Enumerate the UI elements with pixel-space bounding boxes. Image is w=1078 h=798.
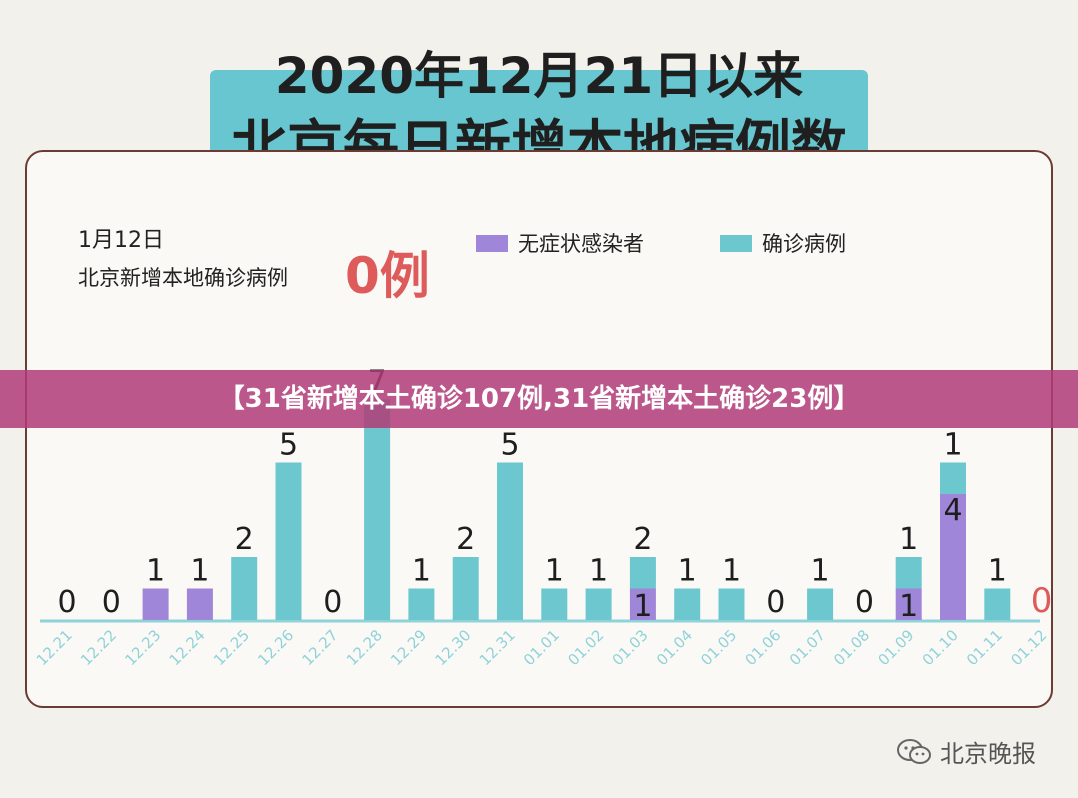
data-label: 1 — [722, 554, 741, 589]
data-label: 5 — [279, 428, 298, 463]
wechat-icon — [897, 738, 931, 764]
data-label: 0 — [766, 585, 785, 620]
bar-confirmed — [364, 399, 391, 620]
data-label: 0 — [57, 585, 76, 620]
bar-confirmed — [718, 588, 745, 620]
x-tick-label: 01.11 — [963, 626, 1006, 669]
data-label: 1 — [589, 554, 608, 589]
x-tick-label: 12.23 — [121, 626, 164, 669]
legend-swatch-confirmed — [720, 234, 752, 252]
x-tick-label: 01.12 — [1007, 626, 1050, 669]
bar-confirmed — [541, 588, 568, 620]
x-tick-label: 01.02 — [564, 626, 607, 669]
x-tick-label: 01.07 — [786, 626, 829, 669]
legend-swatch-asymptomatic — [476, 234, 508, 252]
legend-item-confirmed: 确诊病例 — [720, 228, 846, 258]
bar-confirmed — [674, 588, 701, 620]
x-tick-label: 12.25 — [210, 626, 253, 669]
x-tick-label: 01.08 — [830, 626, 873, 669]
x-tick-label: 01.05 — [697, 626, 740, 669]
data-label: 1 — [899, 589, 918, 624]
bar-confirmed — [497, 462, 523, 620]
watermark: 北京晚报 — [896, 734, 1036, 769]
data-label: 2 — [456, 522, 475, 557]
bar-confirmed — [231, 557, 258, 620]
x-tick-label: 01.04 — [653, 626, 696, 669]
data-label: 1 — [146, 554, 165, 589]
data-label: 2 — [235, 522, 254, 557]
data-label: 0 — [855, 585, 874, 620]
bar-asymptomatic — [186, 588, 213, 620]
summary-description: 北京新增本地确诊病例 — [78, 266, 288, 290]
x-tick-label: 12.31 — [476, 626, 519, 669]
data-label: 0 — [1031, 581, 1053, 621]
data-label: 0 — [102, 585, 121, 620]
data-label: 1 — [678, 554, 697, 589]
x-tick-label: 12.27 — [299, 626, 342, 669]
x-tick-label: 01.03 — [609, 626, 652, 669]
bar-confirmed — [807, 588, 834, 620]
data-label: 2 — [633, 522, 652, 557]
x-tick-label: 12.28 — [343, 626, 386, 669]
bar-confirmed — [585, 588, 612, 620]
x-tick-label: 12.21 — [33, 626, 76, 669]
bar-confirmed — [275, 462, 302, 620]
x-tick-label: 01.06 — [742, 626, 785, 669]
bar-asymptomatic — [895, 588, 922, 620]
x-tick-label: 01.09 — [874, 626, 917, 669]
summary-date: 1月12日 — [78, 228, 164, 253]
summary-count: 0例 — [345, 247, 430, 305]
bar-asymptomatic — [629, 588, 656, 620]
data-label: 1 — [633, 589, 652, 624]
legend-item-asymptomatic: 无症状感染者 — [476, 228, 644, 258]
x-tick-label: 01.10 — [919, 626, 962, 669]
legend-label-confirmed: 确诊病例 — [762, 232, 846, 256]
data-label: 4 — [943, 493, 962, 528]
data-label: 1 — [811, 554, 830, 589]
watermark-text: 北京晚报 — [940, 740, 1036, 768]
data-label: 1 — [412, 554, 431, 589]
chart-subtitle: 2020年12月21日以来 — [274, 47, 804, 105]
data-label: 5 — [500, 428, 519, 463]
bar-confirmed — [452, 557, 479, 620]
data-label: 1 — [899, 522, 918, 557]
bar-confirmed — [408, 588, 435, 620]
x-tick-label: 12.26 — [254, 626, 297, 669]
x-tick-label: 12.30 — [431, 626, 474, 669]
data-label: 1 — [988, 554, 1007, 589]
bar-confirmed — [984, 588, 1011, 620]
data-label: 1 — [943, 428, 962, 463]
legend-label-asymptomatic: 无症状感染者 — [518, 232, 644, 256]
data-label: 0 — [323, 585, 342, 620]
x-tick-label: 12.24 — [166, 626, 209, 669]
headline-banner: 【31省新增本土确诊107例,31省新增本土确诊23例】 — [0, 370, 1078, 428]
bar-asymptomatic — [142, 588, 169, 620]
x-tick-label: 12.29 — [387, 626, 430, 669]
data-label: 1 — [545, 554, 564, 589]
bar-confirmed — [940, 462, 966, 494]
bar-asymptomatic — [940, 494, 966, 620]
x-tick-label: 01.01 — [520, 626, 563, 669]
bar-confirmed — [629, 557, 656, 589]
x-tick-label: 12.22 — [77, 626, 120, 669]
bar-confirmed — [895, 557, 922, 589]
data-label: 1 — [190, 554, 209, 589]
